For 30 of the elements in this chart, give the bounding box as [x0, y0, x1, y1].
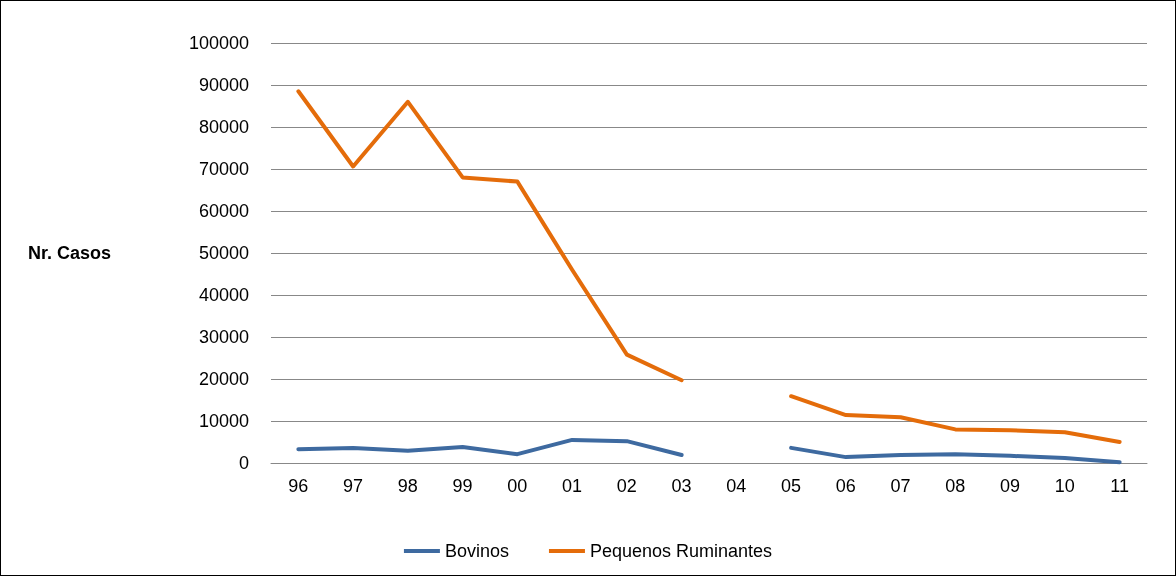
x-tick-label: 07	[890, 476, 911, 496]
y-tick-label: 80000	[198, 117, 249, 137]
x-tick-label: 98	[397, 476, 418, 496]
x-tick-label: 00	[507, 476, 528, 496]
x-tick-label: 11	[1110, 476, 1129, 496]
y-tick-label: 50000	[198, 243, 249, 263]
x-tick-label: 01	[562, 476, 583, 496]
y-tick-label: 20000	[198, 369, 249, 389]
y-tick-label: 10000	[198, 411, 249, 431]
x-tick-label: 09	[1000, 476, 1021, 496]
x-tick-label: 08	[945, 476, 966, 496]
y-tick-label: 100000	[188, 33, 249, 53]
legend-label: Bovinos	[444, 541, 509, 561]
x-tick-label: 03	[671, 476, 692, 496]
y-tick-label: 70000	[198, 159, 249, 179]
y-tick-label: 90000	[198, 75, 249, 95]
y-tick-label: 30000	[198, 327, 249, 347]
x-tick-label: 05	[781, 476, 802, 496]
x-tick-label: 96	[288, 476, 309, 496]
y-tick-label: 40000	[198, 285, 249, 305]
x-tick-label: 04	[726, 476, 747, 496]
x-tick-label: 10	[1054, 476, 1075, 496]
x-tick-label: 02	[616, 476, 637, 496]
x-tick-label: 97	[343, 476, 364, 496]
y-tick-label: 0	[238, 453, 249, 473]
x-tick-label: 06	[835, 476, 856, 496]
y-axis-title: Nr. Casos	[27, 243, 111, 263]
x-tick-label: 99	[452, 476, 473, 496]
y-tick-label: 60000	[198, 201, 249, 221]
legend-label: Pequenos Ruminantes	[589, 541, 773, 561]
